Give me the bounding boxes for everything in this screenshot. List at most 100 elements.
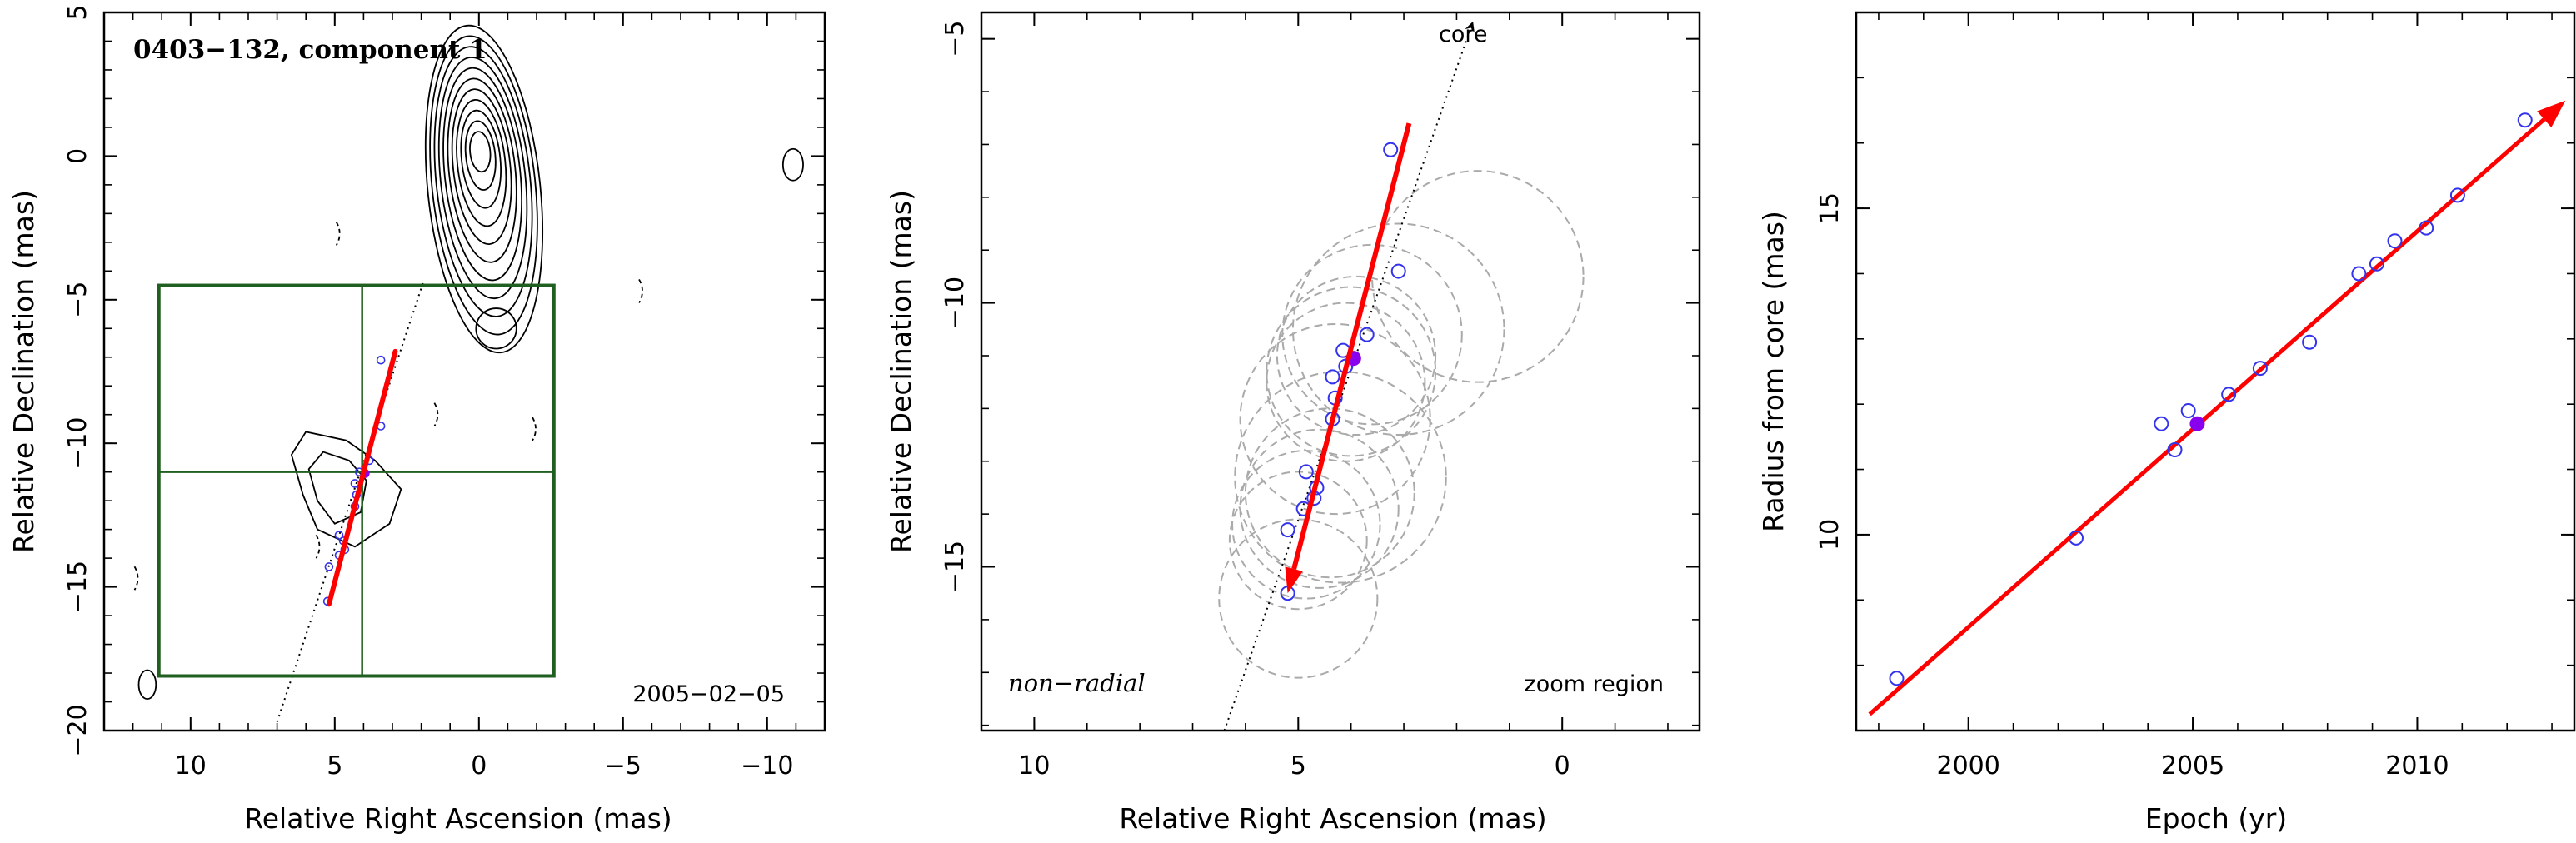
p2-uncertainty-circles bbox=[1218, 170, 1585, 679]
p2-xtick-label: 10 bbox=[1018, 751, 1050, 781]
p3-data-point bbox=[1889, 671, 1905, 686]
p1-core-contour bbox=[437, 57, 528, 300]
p2-motion-vector bbox=[1291, 122, 1412, 570]
p3-data-point bbox=[2369, 256, 2384, 272]
panel-radius-vs-epoch: 2000 2005 2010 10 15 Epoch (yr) Radius from… bbox=[1757, 11, 2576, 835]
p1-component-point bbox=[334, 531, 344, 540]
p2-right-note: zoom region bbox=[1525, 671, 1664, 697]
p1-motion-vector bbox=[326, 348, 398, 607]
p3-highlight-point bbox=[2189, 416, 2205, 431]
p1-component-positions bbox=[322, 355, 386, 606]
p2-y-tick-labels: −5 −10 −15 bbox=[941, 21, 970, 594]
p3-y-tick-labels: 10 15 bbox=[1815, 192, 1845, 551]
p2-xtick-label: 0 bbox=[1555, 751, 1570, 781]
p1-ytick-label: −10 bbox=[63, 417, 92, 470]
p2-uncertainty-circle bbox=[1276, 275, 1437, 436]
p2-data-point bbox=[1359, 327, 1375, 342]
p3-data-point bbox=[2252, 361, 2268, 377]
p1-noise-contour bbox=[781, 147, 804, 182]
p3-xtick-label: 2005 bbox=[2161, 751, 2224, 781]
p1-ytick-label: 0 bbox=[63, 148, 92, 164]
p1-ytick-label: −15 bbox=[63, 561, 92, 613]
p2-data-point bbox=[1280, 522, 1295, 538]
p3-fit-arrowhead bbox=[2537, 100, 2566, 128]
p1-ytick-label: −20 bbox=[63, 704, 92, 756]
p3-x-tick-labels: 2000 2005 2010 bbox=[1937, 751, 2449, 781]
p2-data-point bbox=[1325, 369, 1340, 385]
panel-zoom-region: core non−radial zoom region 10 5 0 −5 −10 −1… bbox=[885, 11, 1701, 835]
p3-data-point bbox=[2068, 530, 2084, 546]
p2-ytick-label: −10 bbox=[941, 277, 970, 329]
p1-negative-contour bbox=[433, 402, 439, 427]
p2-trajectory-line bbox=[1223, 21, 1475, 731]
p3-data-point bbox=[2154, 416, 2169, 431]
p1-noise-contour bbox=[137, 669, 157, 701]
p1-core-contour bbox=[429, 35, 538, 336]
p3-data-points bbox=[1889, 112, 2533, 686]
p1-core-contour bbox=[460, 109, 502, 209]
p1-core-contour bbox=[464, 120, 497, 191]
p2-x-axis-label: Relative Right Ascension (mas) bbox=[1119, 802, 1546, 835]
p1-core-contour bbox=[424, 24, 544, 354]
p2-uncertainty-circle bbox=[1266, 286, 1437, 457]
p2-left-note: non−radial bbox=[1008, 669, 1146, 697]
p1-ticks bbox=[103, 12, 826, 731]
p3-data-point bbox=[2517, 112, 2533, 128]
p3-y-axis-label: Radius from core (mas) bbox=[1757, 211, 1790, 532]
p2-uncertainty-circle bbox=[1239, 428, 1400, 589]
p1-xtick-label: −10 bbox=[741, 751, 793, 781]
p1-y-axis-label: Relative Declination (mas) bbox=[7, 190, 40, 553]
p1-component-point bbox=[324, 562, 334, 571]
p1-xtick-label: 0 bbox=[471, 751, 487, 781]
p3-ytick-label: 15 bbox=[1815, 192, 1845, 224]
p3-ticks bbox=[1856, 12, 2574, 731]
p1-core-contour bbox=[451, 88, 512, 245]
p3-plot-frame bbox=[1855, 11, 2576, 732]
p1-negative-contour bbox=[133, 566, 139, 591]
p3-data-point bbox=[2221, 387, 2237, 402]
p3-data-point bbox=[2167, 442, 2183, 458]
p2-uncertainty-circle bbox=[1244, 407, 1415, 579]
p2-y-axis-label: Relative Declination (mas) bbox=[885, 190, 917, 553]
p2-uncertainty-circle bbox=[1291, 222, 1505, 436]
p1-core-contour bbox=[442, 67, 523, 282]
p1-core-contour bbox=[456, 98, 507, 227]
p1-x-tick-labels: 10 5 0 −5 −10 bbox=[175, 751, 794, 781]
p1-ytick-label: 5 bbox=[63, 4, 92, 20]
p2-uncertainty-circle bbox=[1218, 518, 1379, 679]
p1-component-point bbox=[376, 355, 386, 365]
p1-zoom-rect bbox=[157, 283, 556, 678]
p2-uncertainty-circle bbox=[1239, 322, 1431, 516]
p3-data-point bbox=[2302, 334, 2318, 350]
p3-data-point bbox=[2419, 220, 2434, 236]
p1-negative-contour bbox=[638, 279, 643, 303]
p1-negative-contour bbox=[532, 417, 537, 441]
p1-ytick-label: −5 bbox=[63, 282, 92, 318]
p2-ytick-label: −15 bbox=[941, 541, 970, 593]
p2-uncertainty-circle bbox=[1228, 471, 1368, 611]
p2-ticks bbox=[981, 12, 1700, 731]
p2-x-tick-labels: 10 5 0 bbox=[1018, 751, 1570, 781]
p2-uncertainty-circle bbox=[1371, 170, 1585, 383]
p1-core-contour bbox=[469, 131, 492, 173]
p3-x-axis-label: Epoch (yr) bbox=[2145, 802, 2287, 835]
p2-data-point bbox=[1383, 142, 1399, 157]
p3-data-point bbox=[2387, 233, 2403, 249]
p2-data-point bbox=[1298, 464, 1314, 480]
p2-data-point bbox=[1390, 263, 1406, 279]
p1-negative-contour bbox=[315, 534, 321, 559]
p3-ytick-label: 10 bbox=[1815, 519, 1845, 551]
p2-ytick-label: −5 bbox=[941, 21, 970, 57]
p1-xtick-label: −5 bbox=[605, 751, 642, 781]
p1-negative-contour bbox=[335, 222, 341, 246]
p2-plot-frame bbox=[980, 11, 1701, 732]
p3-xtick-label: 2000 bbox=[1937, 751, 2000, 781]
p3-data-point bbox=[2351, 266, 2367, 282]
p3-data-point bbox=[2180, 403, 2196, 419]
p1-component-contour bbox=[290, 431, 402, 548]
p1-trajectory-line bbox=[276, 279, 426, 722]
p1-x-axis-label: Relative Right Ascension (mas) bbox=[244, 802, 671, 835]
p1-plot-frame bbox=[102, 11, 826, 732]
p1-date-label: 2005−02−05 bbox=[632, 681, 785, 707]
